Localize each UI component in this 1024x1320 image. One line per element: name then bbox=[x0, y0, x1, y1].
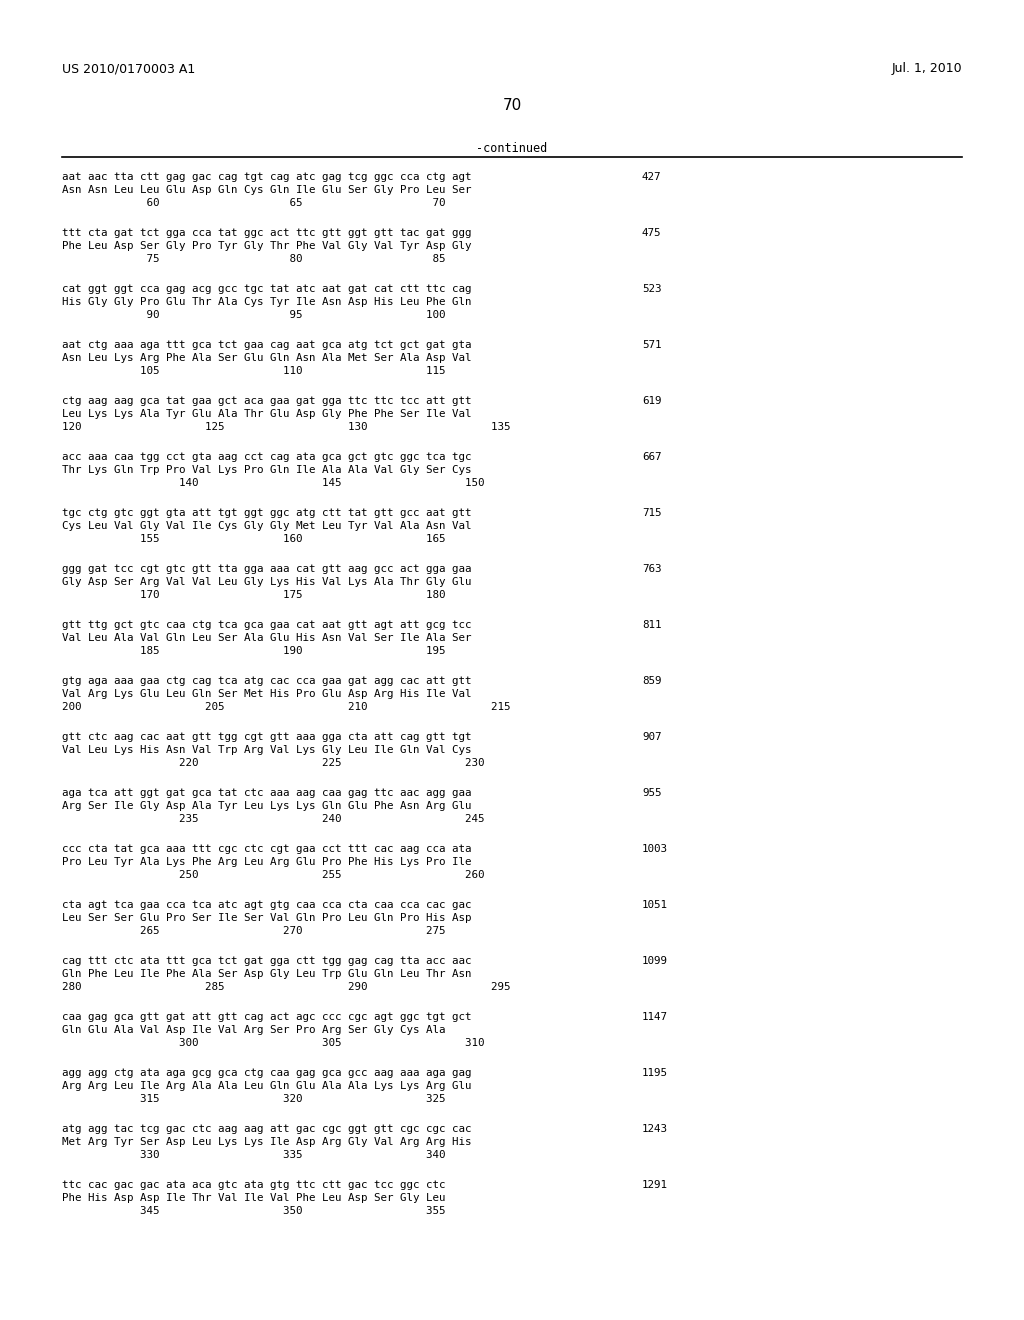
Text: Pro Leu Tyr Ala Lys Phe Arg Leu Arg Glu Pro Phe His Lys Pro Ile: Pro Leu Tyr Ala Lys Phe Arg Leu Arg Glu … bbox=[62, 857, 471, 867]
Text: Leu Ser Ser Glu Pro Ser Ile Ser Val Gln Pro Leu Gln Pro His Asp: Leu Ser Ser Glu Pro Ser Ile Ser Val Gln … bbox=[62, 913, 471, 923]
Text: 667: 667 bbox=[642, 451, 662, 462]
Text: Cys Leu Val Gly Val Ile Cys Gly Gly Met Leu Tyr Val Ala Asn Val: Cys Leu Val Gly Val Ile Cys Gly Gly Met … bbox=[62, 521, 471, 531]
Text: Val Arg Lys Glu Leu Gln Ser Met His Pro Glu Asp Arg His Ile Val: Val Arg Lys Glu Leu Gln Ser Met His Pro … bbox=[62, 689, 471, 700]
Text: 170                   175                   180: 170 175 180 bbox=[62, 590, 445, 601]
Text: Gln Glu Ala Val Asp Ile Val Arg Ser Pro Arg Ser Gly Cys Ala: Gln Glu Ala Val Asp Ile Val Arg Ser Pro … bbox=[62, 1026, 445, 1035]
Text: 619: 619 bbox=[642, 396, 662, 407]
Text: 1003: 1003 bbox=[642, 843, 668, 854]
Text: Arg Arg Leu Ile Arg Ala Ala Leu Gln Glu Ala Ala Lys Lys Arg Glu: Arg Arg Leu Ile Arg Ala Ala Leu Gln Glu … bbox=[62, 1081, 471, 1092]
Text: 427: 427 bbox=[642, 172, 662, 182]
Text: His Gly Gly Pro Glu Thr Ala Cys Tyr Ile Asn Asp His Leu Phe Gln: His Gly Gly Pro Glu Thr Ala Cys Tyr Ile … bbox=[62, 297, 471, 308]
Text: 1147: 1147 bbox=[642, 1012, 668, 1022]
Text: 1099: 1099 bbox=[642, 956, 668, 966]
Text: ttc cac gac gac ata aca gtc ata gtg ttc ctt gac tcc ggc ctc: ttc cac gac gac ata aca gtc ata gtg ttc … bbox=[62, 1180, 445, 1191]
Text: 140                   145                   150: 140 145 150 bbox=[62, 478, 484, 488]
Text: Val Leu Ala Val Gln Leu Ser Ala Glu His Asn Val Ser Ile Ala Ser: Val Leu Ala Val Gln Leu Ser Ala Glu His … bbox=[62, 634, 471, 643]
Text: Val Leu Lys His Asn Val Trp Arg Val Lys Gly Leu Ile Gln Val Cys: Val Leu Lys His Asn Val Trp Arg Val Lys … bbox=[62, 744, 471, 755]
Text: 811: 811 bbox=[642, 620, 662, 630]
Text: ccc cta tat gca aaa ttt cgc ctc cgt gaa cct ttt cac aag cca ata: ccc cta tat gca aaa ttt cgc ctc cgt gaa … bbox=[62, 843, 471, 854]
Text: -continued: -continued bbox=[476, 143, 548, 154]
Text: 75                    80                    85: 75 80 85 bbox=[62, 253, 445, 264]
Text: cta agt tca gaa cca tca atc agt gtg caa cca cta caa cca cac gac: cta agt tca gaa cca tca atc agt gtg caa … bbox=[62, 900, 471, 909]
Text: acc aaa caa tgg cct gta aag cct cag ata gca gct gtc ggc tca tgc: acc aaa caa tgg cct gta aag cct cag ata … bbox=[62, 451, 471, 462]
Text: 859: 859 bbox=[642, 676, 662, 686]
Text: 105                   110                   115: 105 110 115 bbox=[62, 366, 445, 376]
Text: 1195: 1195 bbox=[642, 1068, 668, 1078]
Text: cag ttt ctc ata ttt gca tct gat gga ctt tgg gag cag tta acc aac: cag ttt ctc ata ttt gca tct gat gga ctt … bbox=[62, 956, 471, 966]
Text: Gln Phe Leu Ile Phe Ala Ser Asp Gly Leu Trp Glu Gln Leu Thr Asn: Gln Phe Leu Ile Phe Ala Ser Asp Gly Leu … bbox=[62, 969, 471, 979]
Text: Phe Leu Asp Ser Gly Pro Tyr Gly Thr Phe Val Gly Val Tyr Asp Gly: Phe Leu Asp Ser Gly Pro Tyr Gly Thr Phe … bbox=[62, 242, 471, 251]
Text: 60                    65                    70: 60 65 70 bbox=[62, 198, 445, 209]
Text: 475: 475 bbox=[642, 228, 662, 238]
Text: 1291: 1291 bbox=[642, 1180, 668, 1191]
Text: 955: 955 bbox=[642, 788, 662, 799]
Text: aat aac tta ctt gag gac cag tgt cag atc gag tcg ggc cca ctg agt: aat aac tta ctt gag gac cag tgt cag atc … bbox=[62, 172, 471, 182]
Text: 280                   285                   290                   295: 280 285 290 295 bbox=[62, 982, 511, 993]
Text: ttt cta gat tct gga cca tat ggc act ttc gtt ggt gtt tac gat ggg: ttt cta gat tct gga cca tat ggc act ttc … bbox=[62, 228, 471, 238]
Text: Met Arg Tyr Ser Asp Leu Lys Lys Ile Asp Arg Gly Val Arg Arg His: Met Arg Tyr Ser Asp Leu Lys Lys Ile Asp … bbox=[62, 1137, 471, 1147]
Text: gtt ctc aag cac aat gtt tgg cgt gtt aaa gga cta att cag gtt tgt: gtt ctc aag cac aat gtt tgg cgt gtt aaa … bbox=[62, 733, 471, 742]
Text: caa gag gca gtt gat att gtt cag act agc ccc cgc agt ggc tgt gct: caa gag gca gtt gat att gtt cag act agc … bbox=[62, 1012, 471, 1022]
Text: 330                   335                   340: 330 335 340 bbox=[62, 1150, 445, 1160]
Text: US 2010/0170003 A1: US 2010/0170003 A1 bbox=[62, 62, 196, 75]
Text: cat ggt ggt cca gag acg gcc tgc tat atc aat gat cat ctt ttc cag: cat ggt ggt cca gag acg gcc tgc tat atc … bbox=[62, 284, 471, 294]
Text: 571: 571 bbox=[642, 341, 662, 350]
Text: 185                   190                   195: 185 190 195 bbox=[62, 645, 445, 656]
Text: 235                   240                   245: 235 240 245 bbox=[62, 814, 484, 824]
Text: 907: 907 bbox=[642, 733, 662, 742]
Text: Leu Lys Lys Ala Tyr Glu Ala Thr Glu Asp Gly Phe Phe Ser Ile Val: Leu Lys Lys Ala Tyr Glu Ala Thr Glu Asp … bbox=[62, 409, 471, 418]
Text: Gly Asp Ser Arg Val Val Leu Gly Lys His Val Lys Ala Thr Gly Glu: Gly Asp Ser Arg Val Val Leu Gly Lys His … bbox=[62, 577, 471, 587]
Text: ggg gat tcc cgt gtc gtt tta gga aaa cat gtt aag gcc act gga gaa: ggg gat tcc cgt gtc gtt tta gga aaa cat … bbox=[62, 564, 471, 574]
Text: 300                   305                   310: 300 305 310 bbox=[62, 1038, 484, 1048]
Text: 90                    95                   100: 90 95 100 bbox=[62, 310, 445, 319]
Text: 715: 715 bbox=[642, 508, 662, 517]
Text: tgc ctg gtc ggt gta att tgt ggt ggc atg ctt tat gtt gcc aat gtt: tgc ctg gtc ggt gta att tgt ggt ggc atg … bbox=[62, 508, 471, 517]
Text: 1051: 1051 bbox=[642, 900, 668, 909]
Text: 220                   225                   230: 220 225 230 bbox=[62, 758, 484, 768]
Text: Phe His Asp Asp Ile Thr Val Ile Val Phe Leu Asp Ser Gly Leu: Phe His Asp Asp Ile Thr Val Ile Val Phe … bbox=[62, 1193, 445, 1203]
Text: 200                   205                   210                   215: 200 205 210 215 bbox=[62, 702, 511, 711]
Text: 70: 70 bbox=[503, 98, 521, 114]
Text: aat ctg aaa aga ttt gca tct gaa cag aat gca atg tct gct gat gta: aat ctg aaa aga ttt gca tct gaa cag aat … bbox=[62, 341, 471, 350]
Text: 315                   320                   325: 315 320 325 bbox=[62, 1094, 445, 1104]
Text: 763: 763 bbox=[642, 564, 662, 574]
Text: 523: 523 bbox=[642, 284, 662, 294]
Text: 155                   160                   165: 155 160 165 bbox=[62, 535, 445, 544]
Text: 250                   255                   260: 250 255 260 bbox=[62, 870, 484, 880]
Text: Asn Asn Leu Leu Glu Asp Gln Cys Gln Ile Glu Ser Gly Pro Leu Ser: Asn Asn Leu Leu Glu Asp Gln Cys Gln Ile … bbox=[62, 185, 471, 195]
Text: ctg aag aag gca tat gaa gct aca gaa gat gga ttc ttc tcc att gtt: ctg aag aag gca tat gaa gct aca gaa gat … bbox=[62, 396, 471, 407]
Text: 1243: 1243 bbox=[642, 1125, 668, 1134]
Text: Arg Ser Ile Gly Asp Ala Tyr Leu Lys Lys Gln Glu Phe Asn Arg Glu: Arg Ser Ile Gly Asp Ala Tyr Leu Lys Lys … bbox=[62, 801, 471, 810]
Text: agg agg ctg ata aga gcg gca ctg caa gag gca gcc aag aaa aga gag: agg agg ctg ata aga gcg gca ctg caa gag … bbox=[62, 1068, 471, 1078]
Text: Asn Leu Lys Arg Phe Ala Ser Glu Gln Asn Ala Met Ser Ala Asp Val: Asn Leu Lys Arg Phe Ala Ser Glu Gln Asn … bbox=[62, 352, 471, 363]
Text: 120                   125                   130                   135: 120 125 130 135 bbox=[62, 422, 511, 432]
Text: 265                   270                   275: 265 270 275 bbox=[62, 927, 445, 936]
Text: gtg aga aaa gaa ctg cag tca atg cac cca gaa gat agg cac att gtt: gtg aga aaa gaa ctg cag tca atg cac cca … bbox=[62, 676, 471, 686]
Text: Jul. 1, 2010: Jul. 1, 2010 bbox=[891, 62, 962, 75]
Text: gtt ttg gct gtc caa ctg tca gca gaa cat aat gtt agt att gcg tcc: gtt ttg gct gtc caa ctg tca gca gaa cat … bbox=[62, 620, 471, 630]
Text: 345                   350                   355: 345 350 355 bbox=[62, 1206, 445, 1216]
Text: Thr Lys Gln Trp Pro Val Lys Pro Gln Ile Ala Ala Val Gly Ser Cys: Thr Lys Gln Trp Pro Val Lys Pro Gln Ile … bbox=[62, 465, 471, 475]
Text: atg agg tac tcg gac ctc aag aag att gac cgc ggt gtt cgc cgc cac: atg agg tac tcg gac ctc aag aag att gac … bbox=[62, 1125, 471, 1134]
Text: aga tca att ggt gat gca tat ctc aaa aag caa gag ttc aac agg gaa: aga tca att ggt gat gca tat ctc aaa aag … bbox=[62, 788, 471, 799]
